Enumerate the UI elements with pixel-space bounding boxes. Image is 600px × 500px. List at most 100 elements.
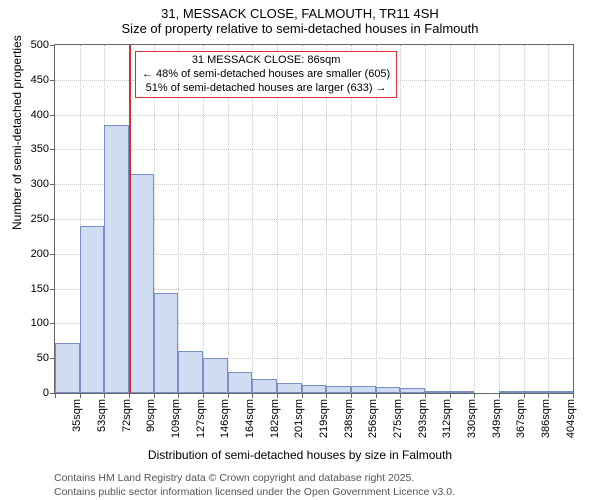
histogram-bar xyxy=(203,358,228,393)
histogram-bar xyxy=(499,391,524,393)
y-tick-label: 200 xyxy=(31,248,49,260)
y-tick-mark xyxy=(50,115,55,116)
y-tick-label: 0 xyxy=(43,387,49,399)
x-tick-label: 386sqm xyxy=(540,399,552,438)
y-tick-label: 300 xyxy=(31,178,49,190)
histogram-bar xyxy=(80,226,105,393)
x-tick-label: 404sqm xyxy=(565,399,577,438)
x-tick-mark xyxy=(154,393,155,398)
x-tick-label: 127sqm xyxy=(195,399,207,438)
histogram-bar xyxy=(252,379,277,393)
x-tick-mark xyxy=(573,393,574,398)
chart-plot-area: 05010015020025030035040045050035sqm53sqm… xyxy=(54,44,574,394)
histogram-bar xyxy=(154,293,179,393)
histogram-bar xyxy=(302,385,327,393)
x-tick-label: 201sqm xyxy=(293,399,305,438)
reference-marker-line xyxy=(129,45,131,393)
x-axis-label: Distribution of semi-detached houses by … xyxy=(0,448,600,462)
x-tick-label: 367sqm xyxy=(515,399,527,438)
x-tick-label: 238sqm xyxy=(343,399,355,438)
chart-title-main: 31, MESSACK CLOSE, FALMOUTH, TR11 4SH xyxy=(0,6,600,21)
x-tick-mark xyxy=(104,393,105,398)
footer-line-2: Contains public sector information licen… xyxy=(54,486,600,500)
y-tick-label: 350 xyxy=(31,143,49,155)
y-tick-label: 250 xyxy=(31,213,49,225)
y-tick-label: 450 xyxy=(31,74,49,86)
histogram-bar xyxy=(376,387,401,393)
x-tick-mark xyxy=(351,393,352,398)
y-tick-mark xyxy=(50,149,55,150)
x-tick-mark xyxy=(178,393,179,398)
x-tick-mark xyxy=(499,393,500,398)
y-tick-mark xyxy=(50,219,55,220)
histogram-bar xyxy=(548,391,573,393)
histogram-bar xyxy=(277,383,302,393)
y-tick-label: 100 xyxy=(31,317,49,329)
x-tick-label: 256sqm xyxy=(367,399,379,438)
x-tick-label: 72sqm xyxy=(121,399,133,432)
x-tick-label: 109sqm xyxy=(170,399,182,438)
y-tick-label: 150 xyxy=(31,283,49,295)
histogram-bar xyxy=(228,372,253,393)
footer-line-1: Contains HM Land Registry data © Crown c… xyxy=(54,472,600,486)
x-tick-mark xyxy=(400,393,401,398)
x-tick-label: 53sqm xyxy=(96,399,108,432)
histogram-bar xyxy=(326,386,351,393)
x-tick-mark xyxy=(277,393,278,398)
x-tick-mark xyxy=(425,393,426,398)
histogram-bar xyxy=(104,125,129,393)
y-tick-label: 500 xyxy=(31,39,49,51)
reference-marker-box: 31 MESSACK CLOSE: 86sqm← 48% of semi-det… xyxy=(135,51,397,98)
x-tick-label: 35sqm xyxy=(71,399,83,432)
grid-line-horizontal xyxy=(55,115,573,116)
y-tick-mark xyxy=(50,254,55,255)
x-tick-mark xyxy=(55,393,56,398)
chart-title-sub: Size of property relative to semi-detach… xyxy=(0,21,600,36)
histogram-bar xyxy=(425,391,450,393)
x-tick-label: 164sqm xyxy=(244,399,256,438)
histogram-bar xyxy=(450,391,475,393)
grid-line-vertical xyxy=(450,45,451,393)
grid-line-vertical xyxy=(474,45,475,393)
x-tick-mark xyxy=(326,393,327,398)
x-tick-mark xyxy=(252,393,253,398)
y-tick-mark xyxy=(50,184,55,185)
histogram-bar xyxy=(400,388,425,393)
x-tick-mark xyxy=(203,393,204,398)
y-tick-mark xyxy=(50,289,55,290)
x-tick-label: 293sqm xyxy=(417,399,429,438)
x-tick-label: 219sqm xyxy=(318,399,330,438)
y-tick-mark xyxy=(50,80,55,81)
x-tick-label: 312sqm xyxy=(441,399,453,438)
marker-box-line-2: ← 48% of semi-detached houses are smalle… xyxy=(142,68,390,82)
x-tick-mark xyxy=(228,393,229,398)
grid-line-vertical xyxy=(400,45,401,393)
x-tick-label: 330sqm xyxy=(466,399,478,438)
x-tick-label: 275sqm xyxy=(392,399,404,438)
x-tick-mark xyxy=(80,393,81,398)
x-tick-mark xyxy=(376,393,377,398)
grid-line-vertical xyxy=(524,45,525,393)
x-tick-label: 90sqm xyxy=(145,399,157,432)
y-tick-label: 50 xyxy=(37,352,49,364)
footer-attribution: Contains HM Land Registry data © Crown c… xyxy=(54,472,600,499)
x-tick-mark xyxy=(548,393,549,398)
histogram-bar xyxy=(178,351,203,393)
histogram-bar xyxy=(351,386,376,393)
x-tick-mark xyxy=(474,393,475,398)
x-tick-label: 182sqm xyxy=(269,399,281,438)
x-tick-mark xyxy=(524,393,525,398)
grid-line-vertical xyxy=(425,45,426,393)
x-tick-mark xyxy=(302,393,303,398)
x-tick-label: 349sqm xyxy=(491,399,503,438)
marker-box-line-3: 51% of semi-detached houses are larger (… xyxy=(142,82,390,96)
x-tick-mark xyxy=(450,393,451,398)
x-tick-label: 146sqm xyxy=(219,399,231,438)
y-tick-mark xyxy=(50,45,55,46)
y-axis-label: Number of semi-detached properties xyxy=(10,35,24,230)
histogram-bar xyxy=(129,174,154,393)
histogram-bar xyxy=(524,391,549,393)
histogram-bar xyxy=(55,343,80,393)
y-tick-mark xyxy=(50,323,55,324)
grid-line-vertical xyxy=(548,45,549,393)
